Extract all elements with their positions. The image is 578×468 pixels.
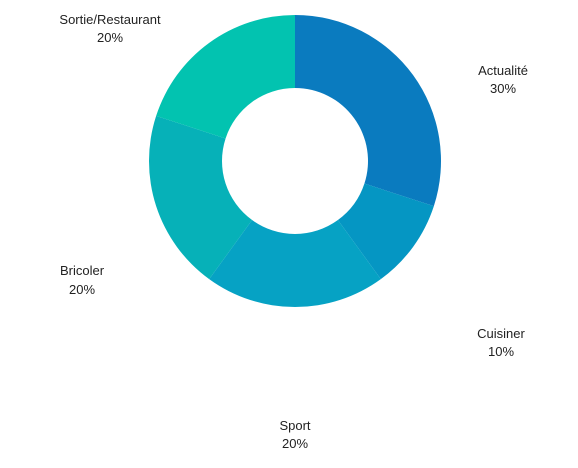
pct-bricoler: 20% <box>69 282 95 297</box>
slice-actualit <box>295 15 441 207</box>
slice-sport <box>209 220 381 307</box>
pct-actualite: 30% <box>490 81 516 96</box>
label-sport: Sport <box>279 418 310 433</box>
pct-cuisiner: 10% <box>488 344 514 359</box>
label-sortie-restaurant: Sortie/Restaurant <box>59 12 161 27</box>
slice-cuisiner <box>337 183 434 280</box>
label-bricoler: Bricoler <box>60 263 105 278</box>
pct-sortie-restaurant: 20% <box>97 30 123 45</box>
label-cuisiner: Cuisiner <box>477 326 525 341</box>
slice-labels: Actualité 30% Cuisiner 10% Sport 20% Bri… <box>59 12 528 451</box>
slice-bricoler <box>149 115 253 280</box>
slice-sortie-restaurant <box>156 15 295 139</box>
pct-sport: 20% <box>282 436 308 451</box>
donut-slices <box>149 15 441 307</box>
label-actualite: Actualité <box>478 63 528 78</box>
